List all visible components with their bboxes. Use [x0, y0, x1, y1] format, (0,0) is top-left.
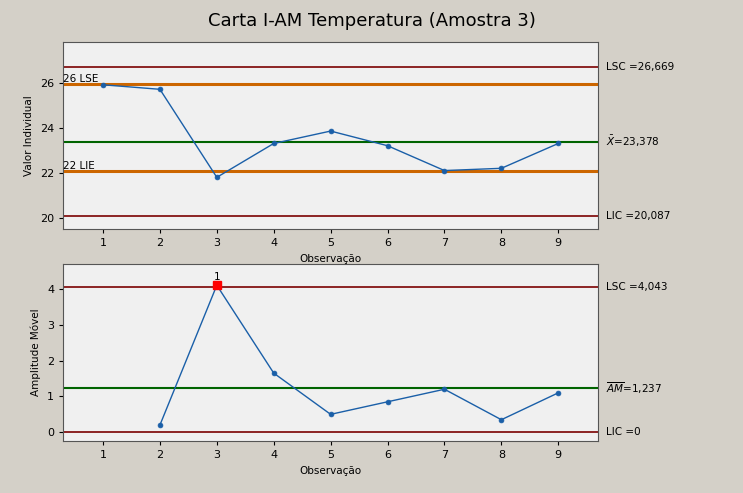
X-axis label: Observação: Observação: [299, 466, 362, 476]
Text: 26 LSE: 26 LSE: [62, 74, 98, 84]
Text: 1: 1: [213, 272, 220, 282]
Text: Carta I-AM Temperatura (Amostra 3): Carta I-AM Temperatura (Amostra 3): [207, 12, 536, 31]
Text: LSC =4,043: LSC =4,043: [606, 282, 668, 292]
Y-axis label: Valor Individual: Valor Individual: [25, 95, 34, 176]
Y-axis label: Amplitude Móvel: Amplitude Móvel: [31, 309, 42, 396]
Text: LSC =26,669: LSC =26,669: [606, 63, 675, 72]
Text: $\overline{AM}$=1,237: $\overline{AM}$=1,237: [606, 380, 662, 396]
X-axis label: Observação: Observação: [299, 254, 362, 264]
Text: LIC =0: LIC =0: [606, 427, 640, 437]
Text: 22 LIE: 22 LIE: [62, 161, 94, 171]
Text: LIC =20,087: LIC =20,087: [606, 211, 670, 221]
Text: $\bar{X}$=23,378: $\bar{X}$=23,378: [606, 134, 660, 149]
